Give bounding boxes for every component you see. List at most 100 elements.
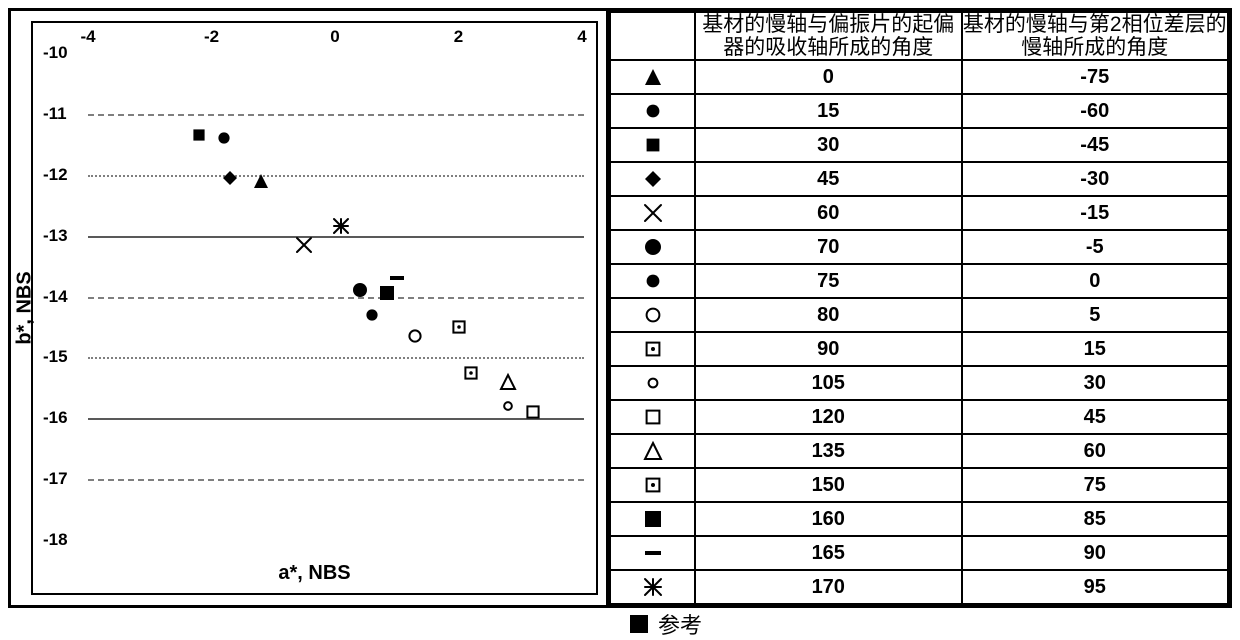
y-tick: -13 <box>43 226 68 246</box>
legend-table: 基材的慢轴与偏振片的起偏器的吸收轴所成的角度 基材的慢轴与第2相位差层的慢轴所成… <box>606 11 1229 605</box>
table-row: 10530 <box>610 366 1228 400</box>
x-tick: 0 <box>330 27 339 47</box>
col1-cell: 150 <box>695 468 962 502</box>
data-point <box>365 308 379 322</box>
x-tick: -2 <box>204 27 219 47</box>
col1-cell: 45 <box>695 162 962 196</box>
table-row: 60-15 <box>610 196 1228 230</box>
plot-area: -10 -11 -12 -13 -14 -15 -16 -17 -18 -4 -2 0 2 4 <box>33 23 596 593</box>
data-point <box>464 366 478 380</box>
table-row: 70-5 <box>610 230 1228 264</box>
symbol-cell <box>610 128 695 162</box>
y-tick: -17 <box>43 469 68 489</box>
data-point <box>408 329 422 343</box>
y-tick: -12 <box>43 165 68 185</box>
data-point <box>380 286 394 300</box>
col2-cell: 5 <box>962 298 1229 332</box>
y-axis-label: b*, NBS <box>14 271 37 344</box>
col2-cell: -15 <box>962 196 1229 230</box>
col1-cell: 70 <box>695 230 962 264</box>
col1-cell: 60 <box>695 196 962 230</box>
table-row: 750 <box>610 264 1228 298</box>
table-row: 30-45 <box>610 128 1228 162</box>
symbol-cell <box>610 60 695 94</box>
col2-cell: -75 <box>962 60 1229 94</box>
symbol-cell <box>610 332 695 366</box>
col2-cell: 60 <box>962 434 1229 468</box>
table-header-symbol <box>610 12 695 60</box>
y-tick: -10 <box>43 43 68 63</box>
table-row: 0-75 <box>610 60 1228 94</box>
table-row: 17095 <box>610 570 1228 604</box>
data-point <box>334 219 348 233</box>
col1-cell: 105 <box>695 366 962 400</box>
symbol-cell <box>610 502 695 536</box>
x-axis-label: a*, NBS <box>278 562 350 585</box>
col2-cell: 30 <box>962 366 1229 400</box>
symbol-cell <box>610 400 695 434</box>
figure-frame: -10 -11 -12 -13 -14 -15 -16 -17 -18 -4 -2 0 2 4 b*, N… <box>8 8 1232 608</box>
x-tick: -4 <box>80 27 95 47</box>
data-point <box>217 131 231 145</box>
scatter-chart: -10 -11 -12 -13 -14 -15 -16 -17 -18 -4 -2 0 2 4 b*, N… <box>11 11 606 605</box>
col2-cell: 95 <box>962 570 1229 604</box>
reference-legend: 参考 <box>630 608 702 640</box>
col2-cell: 85 <box>962 502 1229 536</box>
col1-cell: 30 <box>695 128 962 162</box>
col2-cell: -5 <box>962 230 1229 264</box>
symbol-cell <box>610 230 695 264</box>
data-point <box>390 271 404 285</box>
symbol-cell <box>610 94 695 128</box>
col1-cell: 0 <box>695 60 962 94</box>
table-row: 15075 <box>610 468 1228 502</box>
data-point <box>452 320 466 334</box>
col1-cell: 135 <box>695 434 962 468</box>
table-row: 15-60 <box>610 94 1228 128</box>
table-row: 12045 <box>610 400 1228 434</box>
col1-cell: 75 <box>695 264 962 298</box>
x-tick: 4 <box>577 27 586 47</box>
symbol-cell <box>610 264 695 298</box>
col1-cell: 165 <box>695 536 962 570</box>
col1-cell: 120 <box>695 400 962 434</box>
reference-label: 参考 <box>658 608 702 640</box>
y-tick: -18 <box>43 530 68 550</box>
data-point <box>526 405 540 419</box>
data-point <box>223 171 237 185</box>
symbol-table: 基材的慢轴与偏振片的起偏器的吸收轴所成的角度 基材的慢轴与第2相位差层的慢轴所成… <box>609 11 1229 605</box>
table-row: 805 <box>610 298 1228 332</box>
reference-square-icon <box>630 615 648 633</box>
chart-box: -10-11-12-13-14-15-16-17-18-4-2024 b*, N… <box>31 21 598 595</box>
data-point <box>192 128 206 142</box>
data-point <box>501 375 515 389</box>
y-tick: -15 <box>43 347 68 367</box>
symbol-cell <box>610 298 695 332</box>
symbol-cell <box>610 196 695 230</box>
symbol-cell <box>610 536 695 570</box>
col2-cell: 90 <box>962 536 1229 570</box>
col1-cell: 170 <box>695 570 962 604</box>
symbol-cell <box>610 570 695 604</box>
col1-cell: 90 <box>695 332 962 366</box>
col2-cell: 75 <box>962 468 1229 502</box>
table-header-col1: 基材的慢轴与偏振片的起偏器的吸收轴所成的角度 <box>695 12 962 60</box>
table-row: 16590 <box>610 536 1228 570</box>
col2-cell: 15 <box>962 332 1229 366</box>
col1-cell: 80 <box>695 298 962 332</box>
data-point <box>501 399 515 413</box>
y-tick: -11 <box>43 104 67 124</box>
table-row: 13560 <box>610 434 1228 468</box>
data-point <box>353 283 367 297</box>
data-point <box>254 174 268 188</box>
data-point <box>297 238 311 252</box>
y-tick: -16 <box>43 408 68 428</box>
col1-cell: 160 <box>695 502 962 536</box>
col2-cell: 0 <box>962 264 1229 298</box>
y-tick: -14 <box>43 287 68 307</box>
col2-cell: -45 <box>962 128 1229 162</box>
symbol-cell <box>610 468 695 502</box>
x-tick: 2 <box>454 27 463 47</box>
col2-cell: 45 <box>962 400 1229 434</box>
table-row: 9015 <box>610 332 1228 366</box>
symbol-cell <box>610 162 695 196</box>
